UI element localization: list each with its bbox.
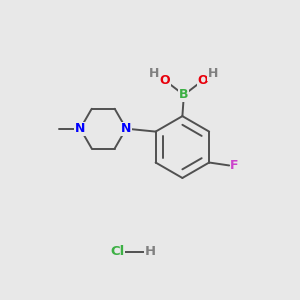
Text: H: H — [149, 67, 160, 80]
Text: H: H — [144, 245, 156, 258]
Text: F: F — [230, 159, 239, 172]
Text: H: H — [208, 67, 218, 80]
Text: N: N — [121, 122, 131, 135]
Text: B: B — [179, 88, 189, 101]
Text: O: O — [198, 74, 208, 87]
Text: Cl: Cl — [110, 245, 125, 258]
Text: O: O — [159, 74, 170, 87]
Text: N: N — [75, 122, 86, 135]
